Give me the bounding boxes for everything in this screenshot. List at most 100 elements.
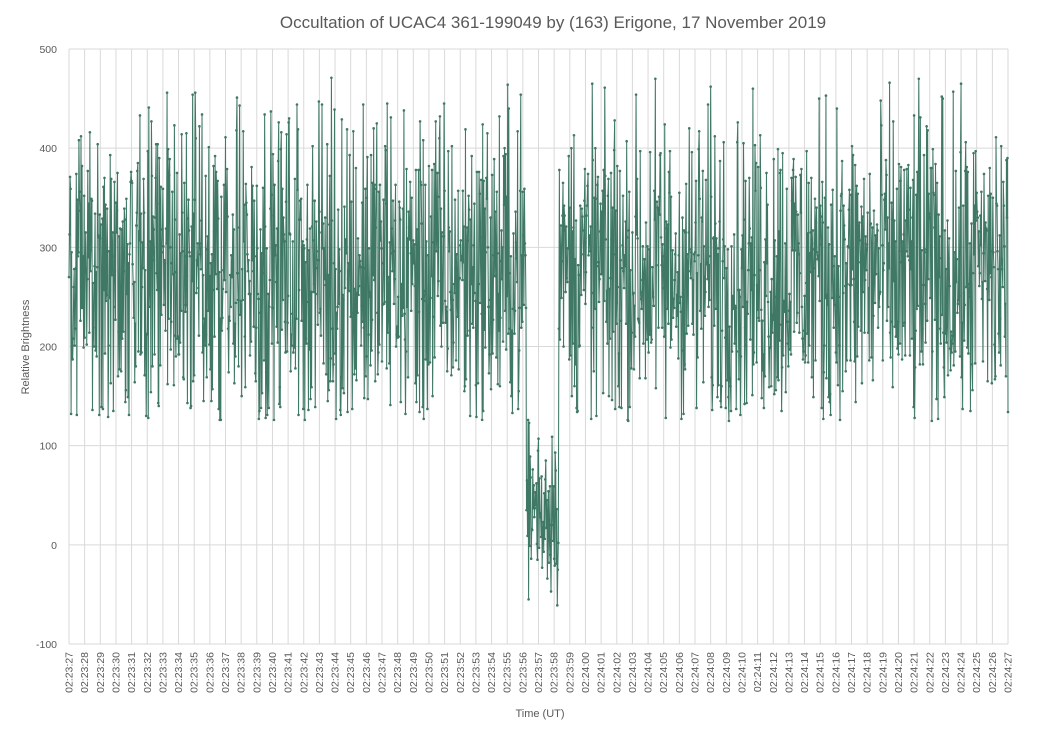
- data-point: [871, 378, 875, 382]
- data-point: [912, 114, 916, 117]
- data-point: [862, 177, 866, 181]
- data-point: [619, 319, 623, 323]
- data-point: [167, 173, 171, 177]
- data-point: [984, 227, 988, 230]
- data-point: [444, 321, 447, 325]
- data-point: [297, 413, 300, 417]
- data-point: [586, 172, 590, 176]
- data-point: [428, 361, 432, 364]
- data-point: [356, 311, 359, 315]
- data-point: [688, 248, 692, 251]
- data-point: [748, 227, 752, 230]
- data-point: [945, 341, 948, 344]
- data-point: [307, 408, 310, 412]
- data-point: [546, 511, 550, 515]
- data-point: [713, 134, 717, 138]
- data-point: [579, 256, 583, 260]
- data-point: [718, 159, 722, 163]
- data-point: [755, 283, 759, 287]
- data-point: [213, 335, 216, 338]
- data-point: [359, 344, 363, 347]
- data-point: [800, 167, 803, 171]
- data-point: [464, 377, 468, 381]
- data-point: [100, 284, 104, 288]
- data-point: [428, 305, 431, 309]
- data-point: [498, 115, 501, 118]
- data-point: [656, 208, 660, 211]
- data-point: [128, 242, 132, 245]
- data-point: [90, 199, 94, 203]
- data-point: [693, 250, 697, 254]
- data-point: [956, 311, 959, 315]
- x-tick-label: 02:23:53: [470, 652, 482, 693]
- x-tick-label: 02:24:05: [658, 652, 670, 693]
- data-point: [120, 228, 123, 231]
- data-point: [209, 261, 213, 265]
- data-point: [870, 356, 873, 359]
- data-point: [226, 327, 230, 330]
- data-point: [903, 321, 907, 325]
- data-point: [795, 311, 799, 315]
- data-point: [388, 241, 392, 244]
- data-point: [620, 266, 624, 270]
- data-point: [778, 339, 781, 342]
- data-point: [635, 177, 639, 181]
- data-point: [611, 206, 614, 209]
- data-point: [187, 229, 191, 232]
- data-point: [750, 288, 753, 292]
- data-point: [192, 212, 195, 215]
- data-point: [964, 140, 968, 144]
- data-point: [104, 299, 108, 303]
- data-point: [449, 290, 452, 294]
- data-point: [576, 409, 579, 413]
- data-point: [492, 253, 495, 257]
- data-point: [756, 308, 759, 312]
- data-point: [84, 231, 87, 234]
- data-point: [214, 272, 217, 276]
- data-point: [206, 309, 210, 313]
- data-point: [170, 190, 174, 194]
- data-point: [832, 295, 836, 299]
- data-point: [80, 164, 84, 168]
- data-point: [947, 256, 950, 260]
- data-point: [246, 252, 249, 256]
- data-point: [670, 291, 674, 295]
- data-point: [480, 312, 483, 316]
- data-point: [430, 168, 434, 172]
- data-point: [141, 241, 144, 244]
- data-point: [722, 276, 726, 280]
- data-point: [930, 419, 934, 423]
- data-point: [373, 379, 377, 383]
- data-point: [640, 307, 644, 311]
- data-point: [450, 144, 454, 148]
- data-point: [740, 248, 743, 251]
- data-point: [113, 180, 116, 184]
- data-point: [505, 294, 509, 298]
- data-point: [607, 394, 611, 398]
- data-point: [174, 334, 177, 337]
- data-point: [963, 303, 966, 307]
- data-point: [583, 167, 587, 171]
- data-point: [236, 271, 239, 275]
- data-point: [331, 327, 334, 330]
- data-point: [265, 247, 269, 250]
- x-tick-label: 02:23:45: [345, 652, 357, 693]
- data-point: [403, 312, 406, 316]
- data-point: [1000, 257, 1004, 261]
- data-point: [248, 354, 252, 357]
- data-point: [705, 260, 709, 264]
- data-point: [239, 299, 242, 303]
- data-point: [499, 316, 502, 320]
- data-point: [326, 273, 330, 277]
- data-point: [725, 303, 729, 307]
- data-point: [196, 242, 200, 245]
- data-point: [811, 242, 814, 245]
- data-point: [770, 277, 773, 281]
- data-point: [782, 301, 786, 305]
- data-point: [631, 231, 634, 234]
- data-point: [536, 449, 540, 452]
- data-point: [300, 249, 304, 252]
- data-point: [855, 355, 859, 358]
- x-tick-label: 02:23:42: [298, 652, 310, 693]
- data-point: [720, 384, 723, 388]
